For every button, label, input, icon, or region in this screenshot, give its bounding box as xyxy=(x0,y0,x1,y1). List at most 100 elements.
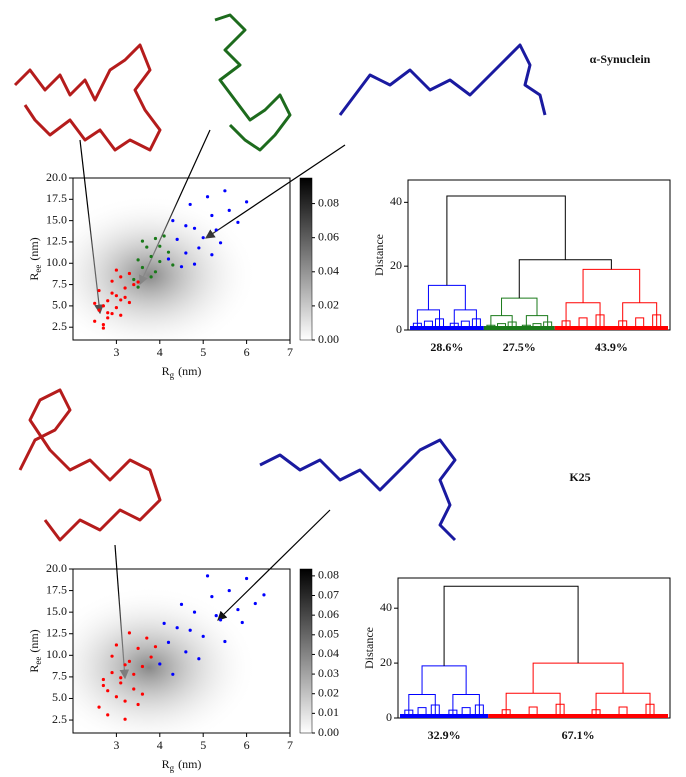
panel-label: α-Synuclein xyxy=(590,52,651,66)
point xyxy=(166,640,171,644)
point xyxy=(162,234,166,238)
y-tick-label: 7.5 xyxy=(52,669,67,683)
point xyxy=(153,236,158,241)
x-tick-label: 7 xyxy=(287,345,293,359)
branch xyxy=(528,706,538,716)
point xyxy=(240,620,244,625)
branch xyxy=(412,322,422,328)
point xyxy=(175,626,179,630)
point xyxy=(245,200,249,204)
point xyxy=(149,275,153,279)
branch xyxy=(618,706,628,716)
point xyxy=(123,295,127,299)
axis-label: Rg (nm) xyxy=(162,364,202,380)
point xyxy=(114,294,118,298)
y-tick-label: 2.5 xyxy=(52,319,67,333)
point xyxy=(132,672,136,676)
point xyxy=(140,664,145,669)
plot-frame xyxy=(72,568,291,734)
point xyxy=(236,220,240,224)
branch xyxy=(474,704,484,716)
point xyxy=(136,280,140,284)
point xyxy=(205,574,210,578)
x-tick-label: 5 xyxy=(200,738,206,752)
y-tick-label: 10.0 xyxy=(46,255,67,269)
point xyxy=(166,250,171,254)
x-tick-label: 6 xyxy=(244,738,250,752)
branch xyxy=(532,323,542,328)
point xyxy=(110,279,114,283)
point xyxy=(158,662,162,666)
point xyxy=(110,670,114,675)
point xyxy=(223,189,227,193)
point xyxy=(93,301,97,305)
y-tick-label: 20.0 xyxy=(46,561,67,575)
point xyxy=(114,643,118,647)
point xyxy=(153,645,158,649)
point xyxy=(119,313,123,317)
point xyxy=(149,254,153,259)
point xyxy=(110,654,114,658)
point xyxy=(119,298,123,302)
cluster-share: 27.5% xyxy=(503,340,536,354)
cluster-leaves xyxy=(410,326,484,330)
point xyxy=(140,265,145,270)
molecule xyxy=(338,43,547,116)
x-tick-label: 3 xyxy=(113,738,119,752)
point xyxy=(184,224,188,228)
point xyxy=(127,659,132,663)
axis-label-main: R xyxy=(27,273,41,281)
colorbar-tick-label: 0.02 xyxy=(318,685,339,699)
branch xyxy=(618,320,628,328)
branch xyxy=(645,703,655,716)
plot-frame xyxy=(397,577,671,719)
point xyxy=(101,326,105,330)
point xyxy=(171,263,175,267)
colorbar xyxy=(299,568,313,734)
point xyxy=(101,683,105,688)
axis-label-sub: ee xyxy=(33,265,43,273)
colorbar-tick-label: 0.01 xyxy=(318,705,339,719)
cluster-link xyxy=(532,662,624,694)
point xyxy=(162,621,166,625)
merge-link xyxy=(443,585,579,666)
point xyxy=(218,618,223,622)
molecule xyxy=(214,13,292,152)
point xyxy=(179,265,184,269)
y-tick-label: 20 xyxy=(380,655,392,669)
axis-label: Ree (nm) xyxy=(27,629,43,672)
x-tick-label: 4 xyxy=(157,345,163,359)
point xyxy=(123,717,127,721)
point xyxy=(106,713,110,717)
cluster-link xyxy=(582,268,641,303)
point xyxy=(132,687,136,691)
point xyxy=(197,246,201,250)
point xyxy=(106,316,110,320)
branch xyxy=(417,707,427,716)
axis-label-sub: g xyxy=(170,370,175,380)
axis-label-sub: g xyxy=(170,763,175,773)
colorbar-tick-label: 0.03 xyxy=(318,666,339,680)
point xyxy=(106,311,110,315)
point xyxy=(106,689,110,693)
y-tick-label: 20 xyxy=(390,258,402,272)
point xyxy=(119,275,123,279)
point xyxy=(262,593,266,597)
y-tick-label: 0 xyxy=(386,710,392,724)
molecule xyxy=(13,43,162,152)
axis-label-unit: (nm) xyxy=(27,237,41,260)
branch xyxy=(423,320,433,328)
density xyxy=(73,178,290,340)
y-tick-label: 20.0 xyxy=(46,170,67,184)
point xyxy=(127,631,132,635)
point xyxy=(140,239,145,243)
branch xyxy=(652,314,662,328)
point xyxy=(149,655,153,659)
colorbar-tick-label: 0.00 xyxy=(318,332,339,346)
point xyxy=(114,695,118,699)
point xyxy=(101,323,105,327)
point xyxy=(210,213,214,218)
point xyxy=(201,634,205,638)
point xyxy=(197,657,201,661)
